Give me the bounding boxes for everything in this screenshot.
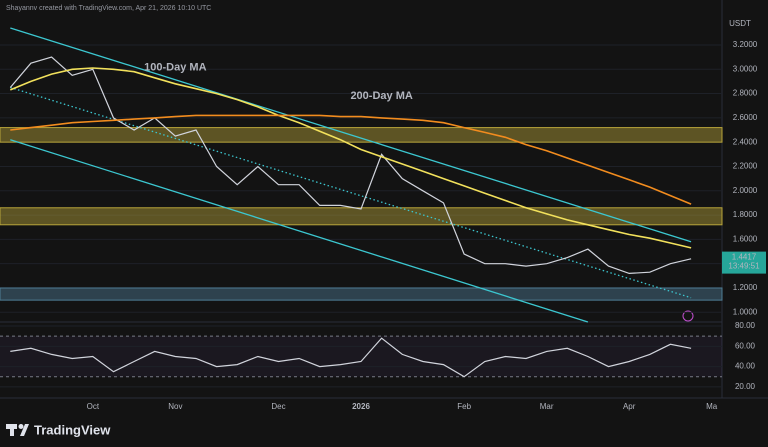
x-tick-label: 2026 xyxy=(352,402,370,411)
x-tick-label: Oct xyxy=(87,402,100,411)
y-tick-label: 60.00 xyxy=(735,341,756,350)
y-tick-label: 1.8000 xyxy=(733,210,758,219)
brand: TradingView xyxy=(34,422,111,437)
y-tick-label: 3.2000 xyxy=(733,40,758,49)
header: Shayannv created with TradingView.com, A… xyxy=(6,5,211,12)
series-line xyxy=(9,67,692,249)
y-tick-label: 2.0000 xyxy=(733,186,758,195)
series-line xyxy=(10,114,692,205)
y-tick-label: 80.00 xyxy=(735,321,756,330)
zone xyxy=(0,287,723,301)
series-line xyxy=(10,337,692,378)
zone xyxy=(0,207,723,226)
x-tick-label: Mar xyxy=(540,402,554,411)
currency: USDT xyxy=(729,19,751,28)
series-label: 100-Day MA xyxy=(144,62,206,74)
y-tick-label: 2.2000 xyxy=(733,162,758,171)
flash-icon xyxy=(682,310,694,322)
y-tick-label: 1.2000 xyxy=(733,283,758,292)
x-tick-label: Nov xyxy=(168,402,182,411)
price-box xyxy=(722,251,766,274)
y-tick-label: 1.0000 xyxy=(733,307,758,316)
x-tick-label: Apr xyxy=(623,402,636,411)
x-tick-label: Dec xyxy=(271,402,285,411)
y-tick-label: 40.00 xyxy=(735,362,756,371)
rsi-band xyxy=(0,336,722,377)
x-tick-label: Feb xyxy=(457,402,471,411)
series-label: 200-Day MA xyxy=(350,90,412,102)
countdown: 13:49:51 xyxy=(728,262,760,271)
y-tick-label: 2.6000 xyxy=(733,113,758,122)
trendline xyxy=(10,139,589,323)
y-tick-label: 2.8000 xyxy=(733,89,758,98)
y-tick-label: 1.6000 xyxy=(733,234,758,243)
x-tick-label: Ma xyxy=(706,402,718,411)
logo xyxy=(6,424,29,436)
price-label: 1.4417 xyxy=(732,253,757,262)
y-tick-label: 20.00 xyxy=(735,382,756,391)
y-tick-label: 3.0000 xyxy=(733,64,758,73)
trendline xyxy=(10,27,692,243)
zone xyxy=(0,127,723,143)
trendline xyxy=(10,86,692,299)
y-tick-label: 2.4000 xyxy=(733,137,758,146)
series-line xyxy=(9,56,692,275)
